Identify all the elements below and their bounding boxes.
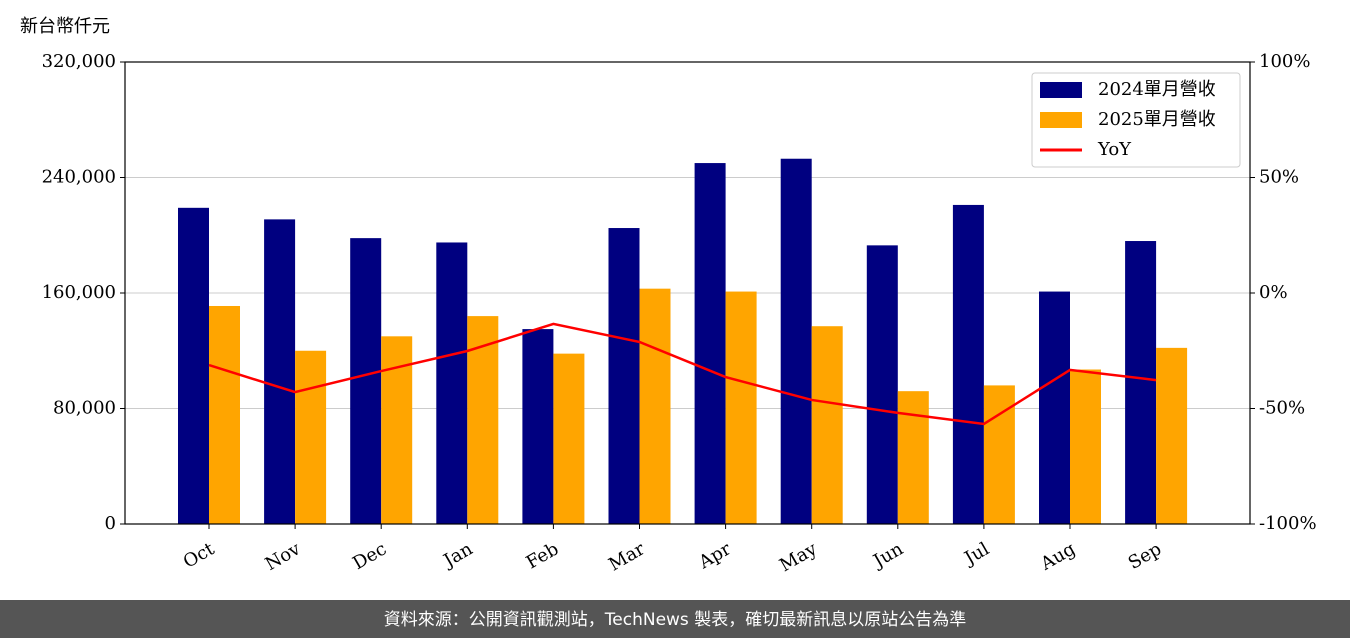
y2-tick-label: 0% (1259, 282, 1288, 303)
legend-label: 2024單月營收 (1098, 79, 1216, 100)
x-tick-label: Sep (1125, 538, 1165, 573)
bar (1039, 291, 1070, 524)
bar (553, 353, 585, 524)
bar (522, 329, 554, 524)
x-tick-label: May (776, 538, 821, 576)
x-tick-label: Nov (262, 538, 305, 575)
bar (608, 228, 640, 524)
y-tick-label: 320,000 (42, 51, 116, 72)
x-tick-label: Apr (695, 538, 735, 573)
bar (1125, 241, 1157, 524)
x-tick-label: Dec (349, 538, 390, 574)
bar (178, 207, 209, 524)
bar (811, 326, 843, 524)
y2-tick-label: -50% (1259, 398, 1305, 419)
bar (639, 288, 671, 524)
x-tick-label: Jul (959, 538, 993, 570)
footer-text: 資料來源：公開資訊觀測站，TechNews 製表，確切最新訊息以原站公告為準 (384, 610, 966, 630)
legend-swatch (1040, 112, 1082, 128)
legend-box (1031, 72, 1241, 168)
footer-bar (0, 600, 1350, 638)
x-tick-label: Feb (523, 538, 563, 573)
bar (1070, 369, 1101, 524)
legend-label: 2025單月營收 (1098, 109, 1216, 130)
y-axis-title: 新台幣仟元 (20, 16, 110, 37)
bar (264, 219, 296, 524)
bar (866, 245, 898, 524)
x-tick-label: Jan (438, 538, 476, 572)
x-tick-label: Oct (180, 538, 219, 573)
y-tick-label: 240,000 (42, 167, 116, 188)
legend-label: YoY (1097, 139, 1132, 160)
y2-tick-label: -100% (1259, 513, 1317, 534)
bar (295, 350, 327, 524)
x-tick-label: Aug (1036, 538, 1079, 575)
x-tick-label: Jun (868, 538, 907, 573)
bar (350, 238, 382, 524)
bar (467, 316, 499, 524)
plot-frame (124, 61, 1251, 525)
x-tick-label: Mar (605, 538, 649, 575)
bar (1156, 347, 1188, 524)
bar (897, 391, 929, 524)
bar (725, 291, 757, 524)
y-tick-label: 0 (105, 513, 116, 534)
y-tick-label: 80,000 (53, 398, 116, 419)
bar (952, 204, 984, 524)
bar (436, 242, 468, 524)
line-series (208, 322, 1157, 426)
y2-tick-label: 100% (1259, 51, 1310, 72)
bar (780, 158, 812, 524)
y-tick-label: 160,000 (42, 282, 116, 303)
legend-swatch (1040, 82, 1082, 98)
bar (209, 305, 240, 524)
y2-tick-label: 50% (1259, 167, 1299, 188)
bar (694, 163, 726, 524)
